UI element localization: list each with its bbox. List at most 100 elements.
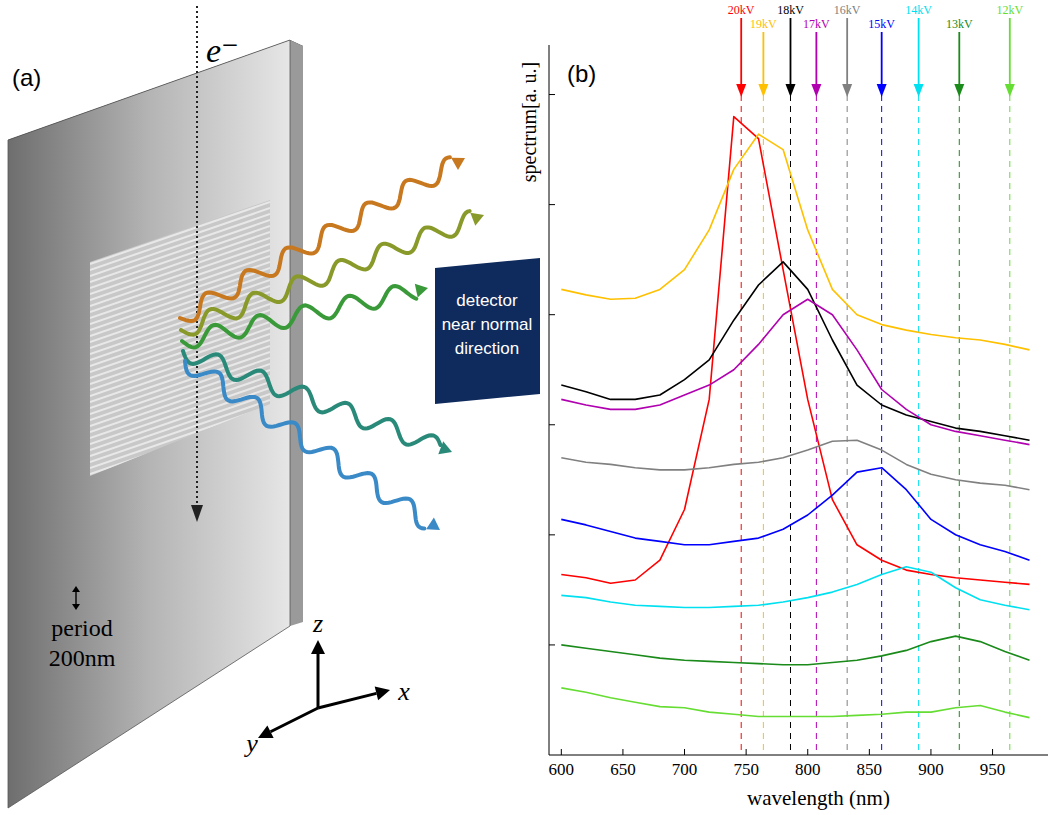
peak-line [959,95,960,755]
grating-line [90,400,270,462]
peak-label: 16kV [834,3,861,17]
peak-line [847,95,848,755]
grating-line [90,406,270,468]
panel-a: e⁻detectornear normaldirectionperiod200n… [8,6,540,808]
peak-line [741,95,742,755]
peak-label: 19kV [750,17,777,31]
x-tick-label: 600 [549,760,575,779]
x-tick-label: 800 [795,760,821,779]
coord-arrowhead [311,640,325,654]
peak-arrow [790,18,792,86]
coord-arrowhead [258,725,274,738]
peak-label: 17kV [803,17,830,31]
plot-area [561,95,1029,755]
peak-arrow [846,18,848,86]
grating-line [90,214,270,276]
grating-stripes [90,190,270,540]
electron-label: e⁻ [206,32,239,69]
coord-axis [271,708,318,732]
panel-b: 600650700750800850900950wavelength (nm)s… [518,3,1048,810]
peak-arrowhead [785,84,795,97]
grating-line [90,454,270,516]
x-tick [561,749,562,755]
grating-line [90,460,270,522]
grating-line [90,364,270,426]
peak-arrowhead [914,84,924,97]
y-axis-title: spectrum[a. u.] [518,62,541,183]
peak-arrow [740,18,742,86]
grating-line [90,442,270,504]
spectrum-line [561,299,1029,444]
x-tick [746,749,747,755]
peak-label: 18kV [777,3,804,17]
y-tick [549,534,555,535]
peak-arrow [762,32,764,86]
grating-line [90,358,270,420]
figure: e⁻detectornear normaldirectionperiod200n… [0,0,1056,815]
detector-label: detector [456,291,518,310]
peak-arrowhead [1005,84,1015,97]
x-tick-label: 700 [672,760,698,779]
peak-label: 13kV [946,17,973,31]
y-tick [549,424,555,425]
grating-line [90,292,270,354]
grating-line [90,466,270,528]
peak-arrow [815,32,817,86]
spectrum-line [561,567,1029,610]
grating-line [90,208,270,270]
wave [185,361,424,528]
grating-line [90,478,270,540]
peak-label: 12kV [996,3,1023,17]
page: {"diagram": {"panel_label": "(a)", "elec… [0,0,1056,815]
x-tick-label: 650 [610,760,636,779]
grating-line [90,190,270,252]
grating-line [90,448,270,510]
spectrum-line [561,688,1029,718]
grating-line [90,412,270,474]
wave [182,286,416,347]
grating-line [90,274,270,336]
electron-arrow [191,505,203,522]
grating-line [90,316,270,378]
period-arrow [75,590,76,606]
peak-arrowhead [842,84,852,97]
period-arrowhead [72,604,80,610]
peak-arrowhead [736,84,746,97]
peak-arrow [1009,18,1011,86]
axis-x: x [397,677,410,706]
peak-label: 20kV [728,3,755,17]
peak-arrowhead [758,84,768,97]
peak-line [816,95,817,755]
wave-arrow [470,213,484,226]
wave-arrow [451,158,465,170]
peak-arrow [958,32,960,86]
peak-label: 15kV [868,17,895,31]
grating-line [90,196,270,258]
panel-label: (b) [567,60,596,87]
grating-line [90,202,270,264]
x-tick [930,749,931,755]
y-axis [549,45,550,755]
x-tick-label: 950 [980,760,1006,779]
y-tick [549,314,555,315]
coord-axis [317,654,320,708]
x-tick-label: 750 [733,760,759,779]
detector [435,258,540,404]
grating-line [90,340,270,402]
detector-label: direction [455,339,519,358]
x-tick-label: 850 [857,760,883,779]
peak-arrowhead [954,84,964,97]
x-tick [992,749,993,755]
grating-line [90,334,270,396]
x-axis-title: wavelength (nm) [747,786,890,810]
spectrum-line [561,117,1029,585]
peak-line [918,95,919,755]
period-arrowhead [72,586,80,592]
y-tick [549,94,555,95]
spectrum-line [561,134,1029,350]
grating-line [90,232,270,294]
peak-line [790,95,791,755]
spectrum-line [561,636,1029,665]
grating-line [90,352,270,414]
grating-line [90,424,270,486]
